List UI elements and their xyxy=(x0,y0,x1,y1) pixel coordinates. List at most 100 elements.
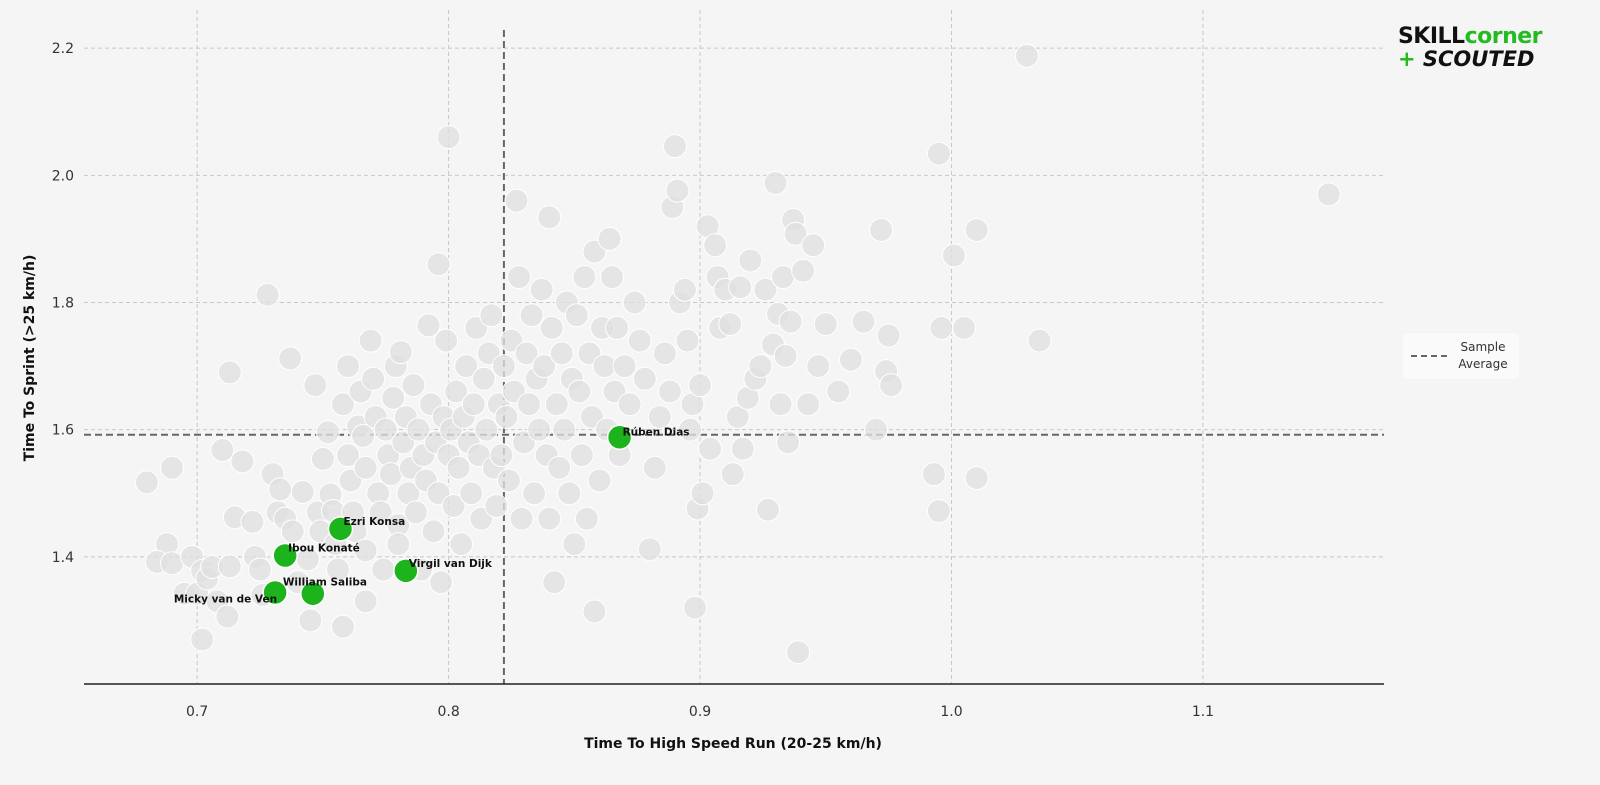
sample-point xyxy=(315,420,340,445)
logo-wordmark-skillcorner: SKILLcorner xyxy=(1397,24,1543,49)
sample-point xyxy=(336,443,361,468)
sample-points xyxy=(134,43,1341,665)
sample-point xyxy=(738,248,763,273)
sample-point xyxy=(796,392,821,417)
sample-point xyxy=(778,309,803,334)
sample-point xyxy=(449,532,474,557)
sample-point xyxy=(557,481,582,506)
sample-point xyxy=(544,392,569,417)
sample-point xyxy=(942,243,967,268)
sample-point xyxy=(248,557,273,582)
sample-point xyxy=(268,477,293,502)
sample-point xyxy=(763,170,788,195)
sample-point xyxy=(336,354,361,379)
y-tick-label: 2.2 xyxy=(52,41,74,57)
highlighted-point xyxy=(606,424,633,451)
sample-point xyxy=(952,315,977,340)
sample-point xyxy=(429,570,454,595)
sample-point xyxy=(539,315,564,340)
sample-point xyxy=(1027,328,1052,353)
sample-point xyxy=(353,455,378,480)
sample-point xyxy=(720,462,745,487)
sample-point xyxy=(612,354,637,379)
sample-point xyxy=(388,340,413,365)
sample-point xyxy=(662,134,687,159)
sample-point xyxy=(683,595,708,620)
sample-point xyxy=(280,519,305,544)
sample-point xyxy=(926,499,951,524)
sample-point xyxy=(964,218,989,243)
highlighted-point xyxy=(327,516,354,542)
sample-point xyxy=(217,360,242,385)
sample-point xyxy=(517,392,542,417)
sample-point xyxy=(461,392,486,417)
sample-point xyxy=(459,481,484,506)
sample-point xyxy=(373,417,398,442)
x-tick-label: 1.1 xyxy=(1192,704,1214,720)
sample-average-lines xyxy=(84,30,1384,684)
sample-point xyxy=(403,500,428,525)
player-label: Micky van de Ven xyxy=(174,593,277,605)
sample-point xyxy=(454,354,479,379)
sample-point xyxy=(1014,43,1039,68)
sample-point xyxy=(597,226,622,251)
highlighted-points: Rúben Dias Ezri Konsa Ibou Konaté Virgil va… xyxy=(174,424,690,607)
player-label: Rúben Dias xyxy=(623,426,690,438)
sample-point xyxy=(290,479,315,504)
sample-point xyxy=(838,347,863,372)
sample-point xyxy=(786,640,811,665)
sample-point xyxy=(926,141,951,166)
sample-point xyxy=(801,233,826,258)
sample-point xyxy=(537,205,562,230)
sample-point xyxy=(532,354,557,379)
logo-wordmark-scouted: + SCOUTED xyxy=(1397,47,1535,71)
sample-point xyxy=(851,309,876,334)
sample-point xyxy=(637,537,662,562)
sample-point xyxy=(755,497,780,522)
sample-point xyxy=(522,481,547,506)
sample-point xyxy=(690,481,715,506)
x-tick-label: 0.9 xyxy=(689,704,711,720)
sample-point xyxy=(813,312,838,337)
sample-point xyxy=(547,455,572,480)
sample-point xyxy=(371,557,396,582)
player-label: Ezri Konsa xyxy=(343,516,405,528)
sample-point xyxy=(879,373,904,398)
sample-point xyxy=(652,341,677,366)
sample-point xyxy=(494,404,519,429)
sample-point xyxy=(240,509,265,534)
sample-point xyxy=(569,443,594,468)
legend-dashed-line-icon xyxy=(1411,355,1447,357)
player-label: William Saliba xyxy=(283,577,367,589)
sample-point xyxy=(549,341,574,366)
sample-point xyxy=(632,366,657,391)
sample-point xyxy=(537,506,562,531)
sample-point xyxy=(406,417,431,442)
x-tick-label: 1.0 xyxy=(940,704,962,720)
sample-point xyxy=(627,328,652,353)
sample-point xyxy=(1316,182,1341,207)
sample-point xyxy=(421,519,446,544)
sample-point xyxy=(642,455,667,480)
player-label: Virgil van Dijk xyxy=(409,558,493,570)
sample-point xyxy=(529,277,554,302)
sample-point xyxy=(474,417,499,442)
sample-point xyxy=(444,379,469,404)
sample-point xyxy=(386,532,411,557)
sample-point xyxy=(587,468,612,493)
sample-point xyxy=(160,455,185,480)
sample-point xyxy=(753,277,778,302)
sample-point xyxy=(353,538,378,563)
sample-point xyxy=(368,500,393,525)
y-tick-label: 1.6 xyxy=(52,423,74,439)
player-label: Ibou Konaté xyxy=(288,543,360,555)
sample-point xyxy=(876,323,901,348)
sample-point xyxy=(600,265,625,290)
sample-point xyxy=(921,462,946,487)
sample-point xyxy=(748,354,773,379)
sample-point xyxy=(381,385,406,410)
sample-point xyxy=(768,392,793,417)
sample-point xyxy=(210,438,235,463)
sample-point xyxy=(773,343,798,368)
